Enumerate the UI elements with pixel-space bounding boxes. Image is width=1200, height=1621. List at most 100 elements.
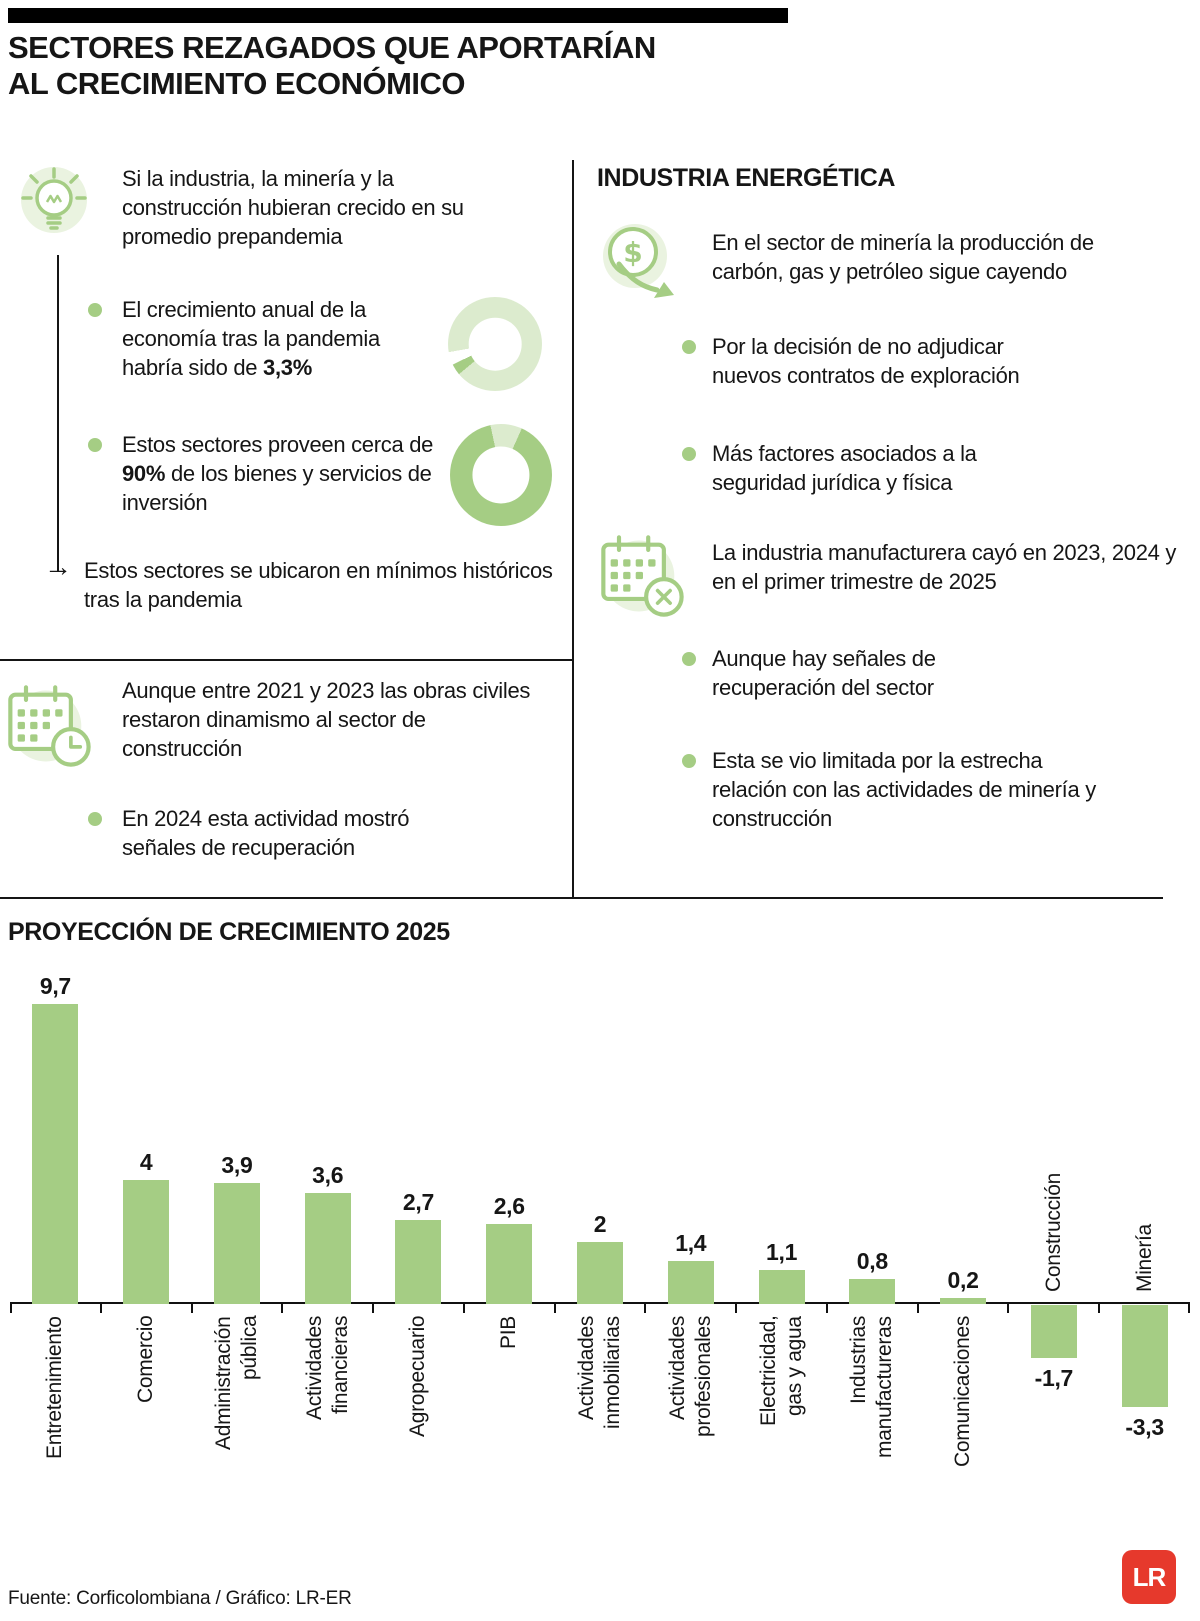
- bullet-dot: [682, 652, 696, 666]
- bar-value-label: 0,2: [947, 1266, 979, 1293]
- bar-category-label: Actividades inmobiliarias: [575, 1316, 624, 1429]
- bar-category-label: Actividades profesionales: [665, 1316, 715, 1438]
- bar-value-label: -3,3: [1125, 1414, 1164, 1441]
- calendar-clock-icon: [2, 678, 98, 774]
- donut-chart-90pct: [450, 424, 552, 526]
- axis-tick: [825, 1304, 828, 1313]
- bar-10: [940, 1297, 987, 1304]
- axis-tick: [916, 1304, 919, 1313]
- axis-tick: [372, 1304, 375, 1313]
- right-intro-note: En el sector de minería la producción de…: [712, 230, 1094, 285]
- bar-value-label: 3,6: [312, 1161, 344, 1188]
- bar-category-label: Comunicaciones: [951, 1316, 975, 1468]
- bar-category-label: PIB: [497, 1316, 521, 1349]
- right-bullet-security: Más factores asociados a la seguridad ju…: [712, 441, 977, 496]
- left-arrow-note: Estos sectores se ubicaron en mínimos hi…: [84, 558, 553, 613]
- axis-tick: [281, 1304, 284, 1313]
- right-manufacturing-note: La industria manufacturera cayó en 2023,…: [712, 540, 1177, 595]
- bar-value-label: 3,9: [221, 1152, 253, 1179]
- right-bullet-limited: Esta se vio limitada por la estrecha rel…: [712, 748, 1096, 832]
- bar-value-label: 1,4: [675, 1229, 707, 1256]
- axis-tick: [553, 1304, 556, 1313]
- left-intro-note: Si la industria, la minería y la constru…: [122, 166, 464, 250]
- bar-value-label: 2,7: [402, 1189, 434, 1216]
- bar-0: [32, 1004, 79, 1304]
- left-bullet-growth-value: 3,3%: [263, 355, 312, 381]
- bar-4: [395, 1220, 442, 1304]
- bar-value-label: 2,6: [493, 1192, 525, 1219]
- lightbulb-icon: [6, 160, 98, 252]
- column-divider: [572, 160, 574, 898]
- bullet-dot: [682, 447, 696, 461]
- bar-5: [486, 1223, 533, 1304]
- axis-tick: [644, 1304, 647, 1313]
- page-title-line1: SECTORES REZAGADOS QUE APORTARÍAN: [8, 30, 656, 65]
- bar-1: [123, 1180, 170, 1304]
- donut-chart-small: [448, 297, 542, 391]
- right-bullet-signals: Aunque hay señales de recuperación del s…: [712, 646, 936, 701]
- left-bullet-growth-pre: El crecimiento anual de la economía tras…: [122, 297, 380, 381]
- bullet-dot: [88, 438, 102, 452]
- bar-value-label: 9,7: [39, 973, 71, 999]
- bar-12: [1121, 1305, 1168, 1408]
- axis-tick: [190, 1304, 193, 1313]
- left-bullet-growth: El crecimiento anual de la economía tras…: [122, 295, 434, 382]
- left-bullet-investment-pre: Estos sectores proveen cerca de: [122, 432, 434, 457]
- bar-value-label: 4: [139, 1149, 153, 1176]
- axis-tick: [10, 1304, 12, 1313]
- bar-6: [577, 1242, 623, 1304]
- top-accent-bar: [8, 8, 788, 23]
- svg-text:$: $: [623, 236, 642, 269]
- axis-tick: [462, 1304, 465, 1313]
- bullet-dot: [682, 340, 696, 354]
- bar-category-label: Comercio: [134, 1316, 158, 1404]
- donut-hole: [468, 317, 522, 371]
- chart-section-divider: [0, 897, 1163, 899]
- donut-hole: [472, 446, 530, 504]
- axis-tick: [735, 1304, 738, 1313]
- axis-tick: [1098, 1304, 1101, 1313]
- left-bullet-investment: Estos sectores proveen cerca de 90% de l…: [122, 430, 444, 517]
- bar-2: [213, 1183, 260, 1304]
- bar-8: [758, 1269, 805, 1304]
- bullet-dot: [88, 303, 102, 317]
- bar-category-label: Agropecuario: [406, 1316, 430, 1438]
- bar-category-label: Industrias manufactureras: [847, 1316, 897, 1458]
- money-decline-icon: $: [595, 218, 687, 310]
- bar-7: [667, 1260, 714, 1304]
- axis-tick: [1188, 1304, 1190, 1313]
- source-credit: Fuente: Corficolombiana / Gráfico: LR-ER: [8, 1588, 352, 1609]
- left-bullet-investment-value: 90%: [122, 461, 166, 487]
- bar-value-label: 0,8: [856, 1248, 888, 1275]
- bullet-dot: [88, 812, 102, 826]
- bar-value-label: 2: [593, 1211, 607, 1238]
- bar-chart: 9,7 Entretenimiento 4 Comercio 3,9 Administra…: [10, 962, 1190, 1577]
- left-section-divider: [0, 659, 572, 661]
- bar-category-label: Construcción: [1041, 1173, 1065, 1292]
- bar-category-label: Actividades financieras: [302, 1316, 352, 1421]
- page-title-line2: AL CRECIMIENTO ECONÓMICO: [8, 65, 466, 101]
- bullet-dot: [682, 754, 696, 768]
- lr-logo-text: LR: [1132, 1561, 1167, 1592]
- bar-value-label: 1,1: [765, 1238, 798, 1265]
- bar-3: [304, 1192, 351, 1304]
- bar-11: [1030, 1305, 1077, 1358]
- right-section-header: INDUSTRIA ENERGÉTICA: [597, 164, 896, 192]
- lr-logo: LR: [1122, 1550, 1176, 1604]
- axis-tick: [99, 1304, 102, 1313]
- bar-category-label: Minería: [1132, 1224, 1156, 1292]
- right-bullet-contracts: Por la decisión de no adjudicar nuevos c…: [712, 334, 1020, 389]
- left-bullet-recovery: En 2024 esta actividad mostró señales de…: [122, 806, 410, 861]
- page-title: SECTORES REZAGADOS QUE APORTARÍAN AL CRE…: [8, 30, 968, 102]
- calendar-x-icon: [595, 528, 691, 624]
- bar-category-label: Entretenimiento: [43, 1316, 67, 1459]
- bar-value-label: -1,7: [1034, 1364, 1074, 1391]
- bar-category-label: Electricidad, gas y agua: [756, 1316, 806, 1427]
- left-bullet-investment-post: de los bienes y servicios de inversión: [122, 461, 432, 516]
- chart-title: PROYECCIÓN DE CRECIMIENTO 2025: [8, 918, 450, 946]
- bar-category-label: Administración pública: [211, 1316, 261, 1450]
- arrow-right-icon: →: [44, 551, 72, 582]
- left-calendar-note: Aunque entre 2021 y 2023 las obras civil…: [122, 678, 531, 762]
- bar-9: [849, 1279, 896, 1304]
